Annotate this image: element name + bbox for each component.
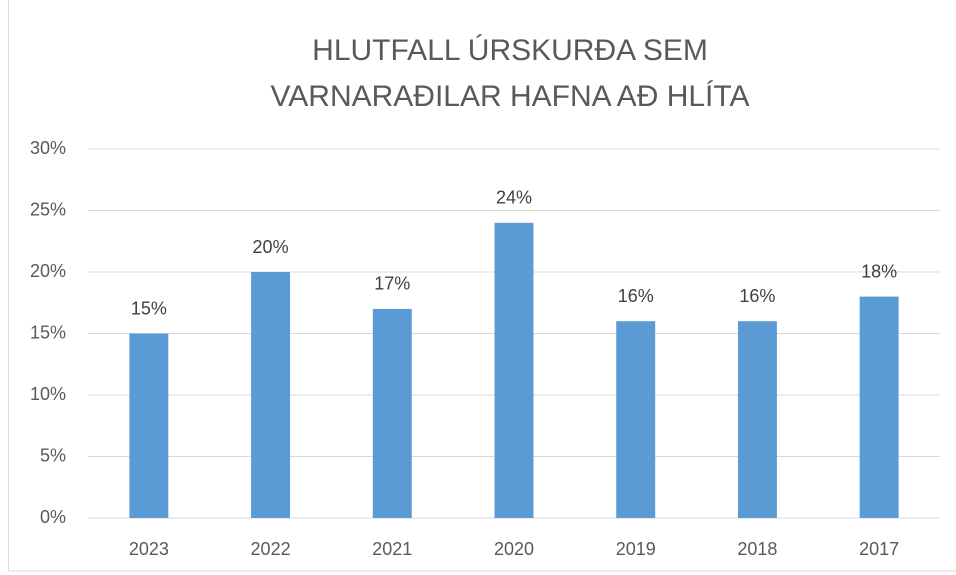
- bar: [737, 321, 777, 518]
- y-tick-label: 20%: [30, 261, 66, 281]
- x-tick-label: 2019: [616, 539, 656, 559]
- x-tick-label: 2021: [372, 539, 412, 559]
- data-label: 15%: [131, 298, 167, 318]
- data-label: 18%: [861, 261, 897, 281]
- bar: [129, 333, 169, 518]
- x-tick-label: 2022: [251, 539, 291, 559]
- chart-border: [8, 0, 956, 572]
- data-label: 24%: [496, 188, 532, 208]
- x-tick-label: 2018: [737, 539, 777, 559]
- data-label: 20%: [253, 237, 289, 257]
- y-tick-label: 15%: [30, 322, 66, 342]
- y-tick-label: 0%: [40, 507, 66, 527]
- data-label: 17%: [374, 274, 410, 294]
- bar: [859, 296, 899, 518]
- y-tick-label: 5%: [40, 445, 66, 465]
- chart-title: HLUTFALL ÚRSKURÐA SEM: [312, 34, 708, 67]
- bar: [494, 222, 534, 519]
- y-tick-label: 25%: [30, 199, 66, 219]
- x-tick-label: 2017: [859, 539, 899, 559]
- x-tick-label: 2023: [129, 539, 169, 559]
- chart-title: VARNARAÐILAR HAFNA AÐ HLÍTA: [270, 80, 749, 113]
- x-tick-label: 2020: [494, 539, 534, 559]
- bar: [251, 272, 291, 518]
- data-label: 16%: [618, 286, 654, 306]
- bar: [372, 308, 412, 518]
- y-tick-label: 30%: [30, 138, 66, 158]
- bar: [616, 321, 656, 518]
- data-label: 16%: [739, 286, 775, 306]
- y-tick-label: 10%: [30, 384, 66, 404]
